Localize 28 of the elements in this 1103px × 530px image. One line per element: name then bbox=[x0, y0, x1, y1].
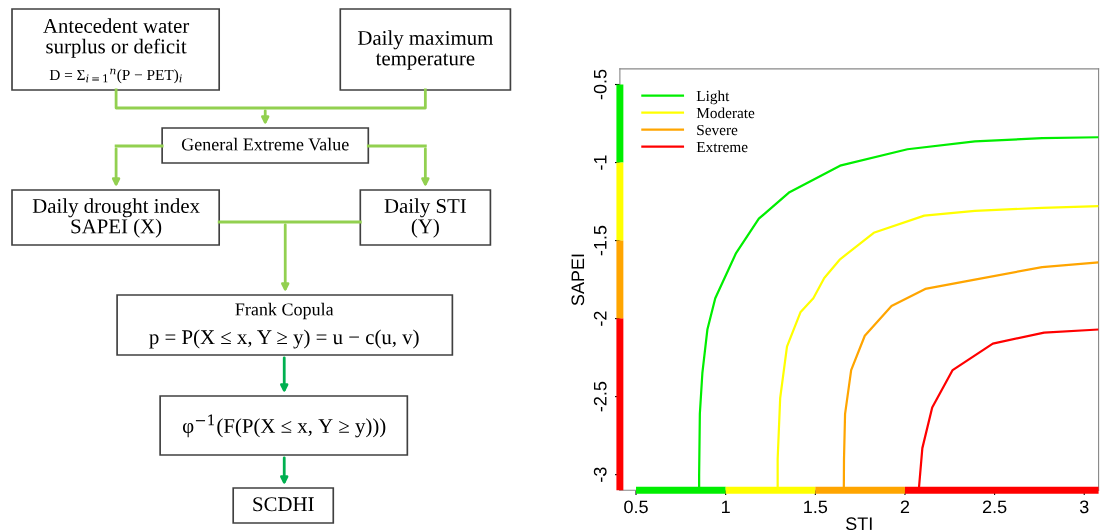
text: Daily drought index SAPEI (X) bbox=[32, 198, 200, 238]
y-axis-title: SAPEI bbox=[571, 254, 585, 306]
text: General Extreme Value bbox=[181, 137, 349, 151]
text: Antecedent water surplus or deficit bbox=[43, 18, 190, 58]
x-tick-label: 1.5 bbox=[804, 500, 828, 514]
text: SCDHI bbox=[253, 497, 314, 512]
x-tick-label: 2 bbox=[900, 500, 910, 514]
legend-label: Extreme bbox=[696, 142, 748, 153]
y-tick-label: -2.5 bbox=[593, 381, 607, 412]
legend-label: Light bbox=[696, 90, 730, 105]
legend-label: Moderate bbox=[696, 107, 755, 119]
x-tick-label: 1 bbox=[722, 500, 730, 514]
x-tick-label: 0.5 bbox=[624, 500, 648, 514]
x-tick-label: 3 bbox=[1079, 500, 1089, 514]
y-tick-label: -2 bbox=[593, 311, 607, 326]
x-tick-label: 2.5 bbox=[982, 500, 1007, 514]
text: Daily maximum temperature bbox=[357, 30, 494, 70]
y-tick-label: -0.5 bbox=[593, 69, 607, 100]
y-tick-label: -1 bbox=[594, 155, 607, 170]
text: D = Σ$_{i=1}$$^{n}$(P − PET)$_{i}$ bbox=[49, 68, 182, 84]
x-axis-title: STI bbox=[846, 517, 872, 530]
y-tick-label: -3 bbox=[593, 467, 607, 482]
legend-label: Severe bbox=[697, 124, 738, 136]
text: p = P(X ≤ x, Y ≥ y) = u − c(u, v) bbox=[149, 329, 419, 349]
y-tick-label: -1.5 bbox=[594, 225, 607, 256]
text: Frank Copula bbox=[235, 302, 334, 320]
text: φ$^{−1}$(F(P(X ≤ x, Y ≥ y))) bbox=[182, 414, 386, 438]
text: Daily STI (Y) bbox=[384, 198, 466, 238]
